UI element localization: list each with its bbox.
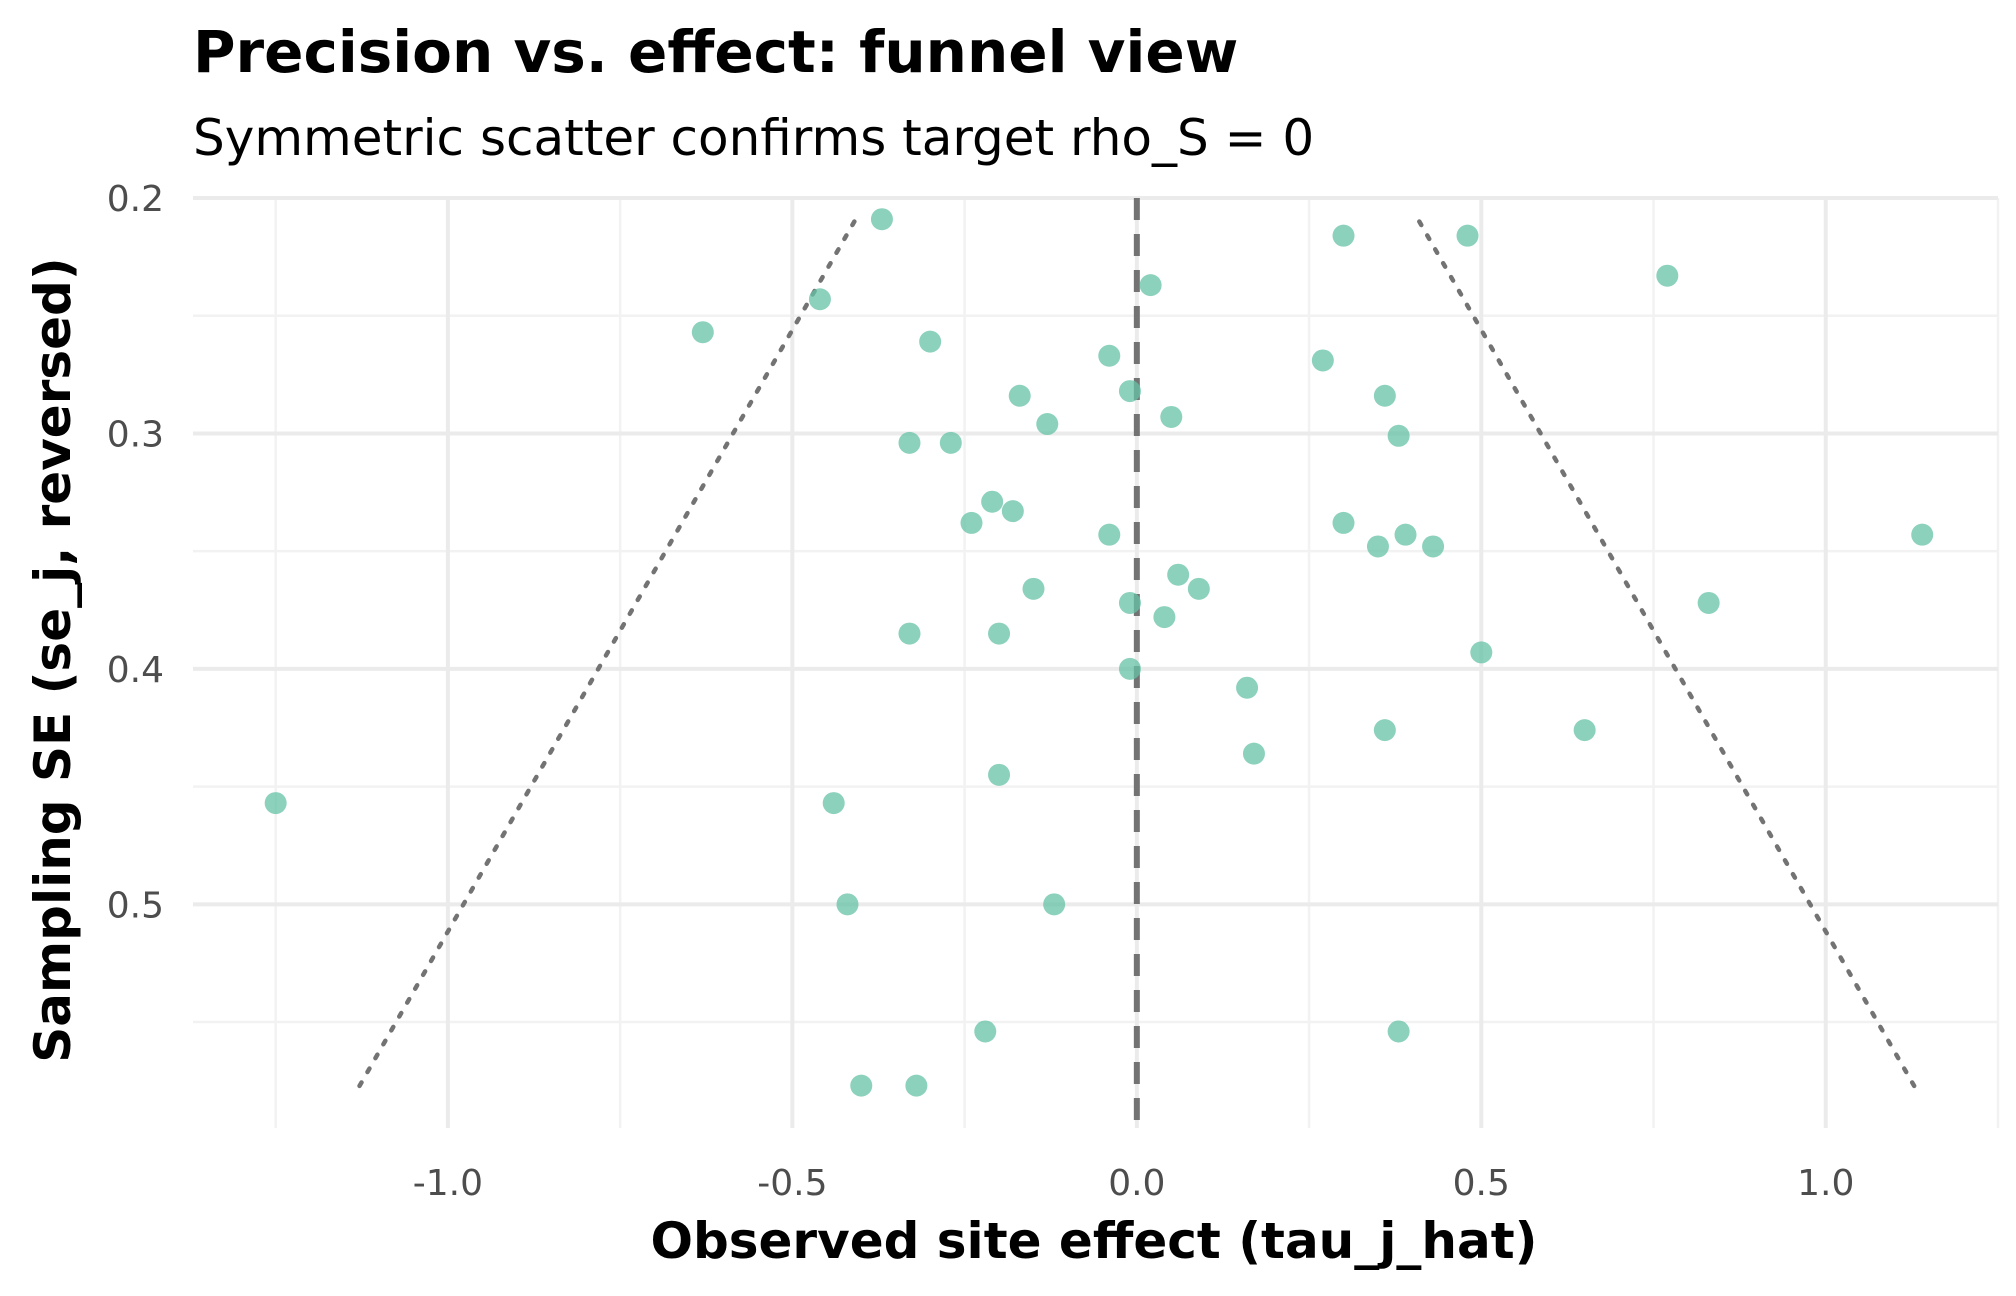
data-point xyxy=(1118,591,1141,614)
data-point xyxy=(1153,606,1176,629)
data-point xyxy=(1911,523,1934,546)
data-point xyxy=(264,792,287,815)
x-tick-label: 0.5 xyxy=(1453,1163,1510,1204)
data-point xyxy=(1311,349,1334,372)
data-point xyxy=(898,431,921,454)
data-point xyxy=(1387,424,1410,447)
data-point xyxy=(1008,384,1031,407)
data-point xyxy=(1373,719,1396,742)
data-point xyxy=(1470,641,1493,664)
data-point xyxy=(1022,577,1045,600)
data-point xyxy=(808,288,831,311)
data-point xyxy=(1139,274,1162,297)
x-axis-title: Observed site effect (tau_j_hat) xyxy=(650,1212,1537,1270)
chart-title: Precision vs. effect: funnel view xyxy=(193,18,1238,86)
plot-grid xyxy=(193,196,2000,1128)
data-point xyxy=(981,490,1004,513)
y-axis-ticks: 0.2 0.3 0.4 0.5 xyxy=(107,179,164,926)
data-point xyxy=(1332,511,1355,534)
data-point xyxy=(939,431,962,454)
data-point xyxy=(691,321,714,344)
data-point xyxy=(1187,577,1210,600)
funnel-line-right xyxy=(1417,219,1918,1091)
data-point xyxy=(1394,523,1417,546)
data-point xyxy=(822,792,845,815)
data-point xyxy=(1656,264,1679,287)
x-tick-label: -1.0 xyxy=(413,1163,483,1204)
data-point xyxy=(1043,893,1066,916)
data-point xyxy=(1366,535,1389,558)
data-point xyxy=(960,511,983,534)
data-point xyxy=(1001,500,1024,523)
data-point xyxy=(919,330,942,353)
data-point xyxy=(1160,405,1183,428)
data-point xyxy=(898,622,921,645)
x-tick-label: 0.0 xyxy=(1108,1163,1165,1204)
data-point xyxy=(1098,523,1121,546)
data-point xyxy=(1236,676,1259,699)
data-point xyxy=(1242,742,1265,765)
x-tick-label: 1.0 xyxy=(1797,1163,1854,1204)
data-point xyxy=(1098,344,1121,367)
data-point xyxy=(836,893,859,916)
reference-lines xyxy=(356,198,1918,1128)
y-tick-label: 0.5 xyxy=(107,885,164,926)
data-points xyxy=(264,208,1934,1097)
data-point xyxy=(1373,384,1396,407)
data-point xyxy=(1036,413,1059,436)
data-point xyxy=(905,1074,928,1097)
x-tick-label: -0.5 xyxy=(757,1163,827,1204)
data-point xyxy=(1332,224,1355,247)
x-axis-ticks: -1.0 -0.5 0.0 0.5 1.0 xyxy=(413,1163,1855,1204)
y-tick-label: 0.2 xyxy=(107,179,164,220)
data-point xyxy=(1573,719,1596,742)
data-point xyxy=(870,208,893,231)
data-point xyxy=(1422,535,1445,558)
data-point xyxy=(1697,591,1720,614)
data-point xyxy=(974,1020,997,1043)
y-axis-title: Sampling SE (se_j, reversed) xyxy=(24,257,82,1062)
data-point xyxy=(988,622,1011,645)
data-point xyxy=(988,763,1011,786)
data-point xyxy=(1387,1020,1410,1043)
y-tick-label: 0.3 xyxy=(107,414,164,455)
y-tick-label: 0.4 xyxy=(107,650,164,691)
data-point xyxy=(1167,563,1190,586)
data-point xyxy=(1456,224,1479,247)
chart-subtitle: Symmetric scatter confirms target rho_S … xyxy=(193,109,1314,167)
data-point xyxy=(850,1074,873,1097)
data-point xyxy=(1118,380,1141,403)
funnel-line-left xyxy=(356,219,857,1091)
data-point xyxy=(1118,657,1141,680)
